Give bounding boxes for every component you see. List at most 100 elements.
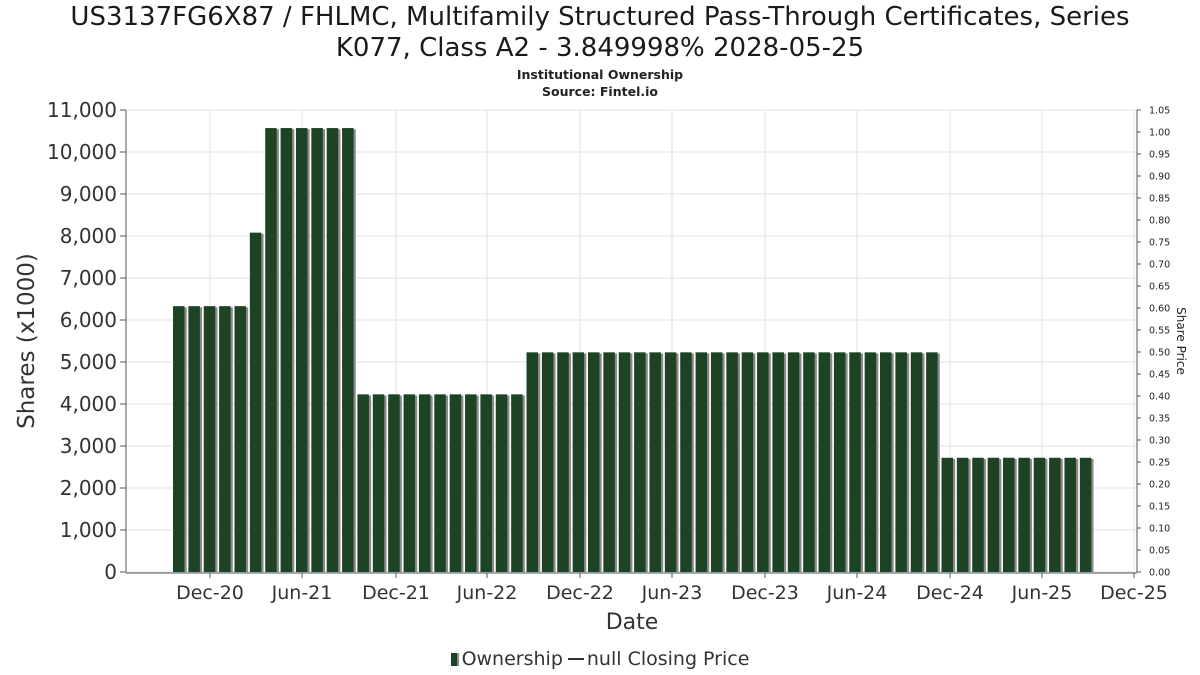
ownership-bar xyxy=(956,457,969,572)
ownership-bar xyxy=(326,128,339,572)
ownership-bar xyxy=(1018,457,1030,572)
price-legend-label: null Closing Price xyxy=(586,648,750,670)
ownership-bar xyxy=(895,352,907,572)
ownership-bar xyxy=(495,394,508,572)
y-tick-label: 0 xyxy=(104,560,117,584)
y2-tick-label: 0.65 xyxy=(1149,282,1170,293)
y-axis-title: Shares (x1000) xyxy=(14,253,40,429)
ownership-bar xyxy=(603,352,615,572)
x-tick-label: Dec-23 xyxy=(731,582,799,604)
ownership-bar xyxy=(280,128,293,572)
y2-tick-label: 0.45 xyxy=(1149,370,1170,381)
y2-tick-label: 0.15 xyxy=(1149,502,1170,513)
ownership-bar xyxy=(741,352,754,572)
y-tick-label: 7,000 xyxy=(60,266,117,290)
x-tick-label: Dec-25 xyxy=(1100,582,1168,604)
ownership-bar xyxy=(434,394,446,572)
ownership-bar xyxy=(234,306,246,572)
y-tick-label: 8,000 xyxy=(60,224,117,248)
ownership-bar xyxy=(849,352,861,572)
ownership-bar xyxy=(864,352,877,572)
ownership-bar xyxy=(265,128,277,572)
ownership-bar xyxy=(342,128,354,572)
x-tick-label: Jun-21 xyxy=(271,582,333,604)
ownership-bar xyxy=(1033,457,1046,572)
ownership-bar xyxy=(803,352,815,572)
ownership-bar xyxy=(1049,457,1061,572)
x-tick-label: Jun-22 xyxy=(456,582,518,604)
ownership-bar xyxy=(664,352,677,572)
y-tick-label: 9,000 xyxy=(60,182,117,206)
y2-tick-label: 0.10 xyxy=(1149,524,1170,535)
y2-tick-label: 0.50 xyxy=(1149,348,1170,359)
y-tick-label: 5,000 xyxy=(60,350,117,374)
ownership-bar xyxy=(372,394,385,572)
y2-tick-label: 0.95 xyxy=(1149,150,1170,161)
ownership-legend-label: Ownership xyxy=(461,648,563,670)
y2-tick-label: 0.60 xyxy=(1149,304,1170,315)
y-tick-label: 3,000 xyxy=(60,434,117,458)
y2-tick-label: 0.75 xyxy=(1149,238,1170,249)
y2-tick-label: 0.55 xyxy=(1149,326,1170,337)
y2-tick-label: 0.30 xyxy=(1149,436,1170,447)
chart-subtitle: Institutional Ownership xyxy=(516,67,684,82)
ownership-bar xyxy=(818,352,831,572)
ownership-bar xyxy=(526,352,539,572)
y2-tick-label: 1.00 xyxy=(1149,128,1170,139)
ownership-bar xyxy=(295,128,308,572)
ownership-bar xyxy=(634,352,646,572)
y2-tick-label: 0.35 xyxy=(1149,414,1170,425)
y2-tick-label: 0.70 xyxy=(1149,260,1170,271)
ownership-bar xyxy=(1079,457,1092,572)
ownership-bar xyxy=(418,394,431,572)
ownership-bar xyxy=(726,352,738,572)
ownership-bar xyxy=(787,352,800,572)
y2-tick-label: 0.05 xyxy=(1149,546,1170,557)
y-tick-label: 11,000 xyxy=(47,98,117,122)
ownership-bar xyxy=(1002,457,1015,572)
ownership-bar xyxy=(203,306,216,572)
ownership-bar xyxy=(880,352,892,572)
ownership-legend-swatch xyxy=(450,653,459,666)
price-legend-line xyxy=(567,658,584,660)
y-tick-label: 6,000 xyxy=(60,308,117,332)
ownership-bar xyxy=(403,394,416,572)
ownership-bar xyxy=(572,352,585,572)
x-tick-label: Dec-22 xyxy=(546,582,614,604)
ownership-bar xyxy=(465,394,477,572)
ownership-bar xyxy=(618,352,631,572)
ownership-bar xyxy=(173,306,185,572)
ownership-bar xyxy=(511,394,523,572)
x-tick-label: Jun-24 xyxy=(826,582,888,604)
ownership-bar xyxy=(480,394,492,572)
x-tick-label: Jun-23 xyxy=(641,582,703,604)
ownership-bar xyxy=(695,352,708,572)
ownership-bar xyxy=(541,352,554,572)
ownership-bar xyxy=(1064,457,1076,572)
y2-tick-label: 0.25 xyxy=(1149,458,1170,469)
y-tick-label: 1,000 xyxy=(60,518,117,542)
y2-tick-label: 0.40 xyxy=(1149,392,1170,403)
ownership-bar xyxy=(833,352,846,572)
y2-tick-label: 0.80 xyxy=(1149,216,1170,227)
ownership-bar xyxy=(680,352,692,572)
ownership-bar xyxy=(772,352,784,572)
ownership-bar xyxy=(219,306,231,572)
y-tick-label: 2,000 xyxy=(60,476,117,500)
chart-title-line-1: US3137FG6X87 / FHLMC, Multifamily Struct… xyxy=(70,2,1130,32)
y2-tick-label: 1.05 xyxy=(1149,106,1170,117)
ownership-bar xyxy=(188,306,200,572)
y-tick-label: 10,000 xyxy=(47,140,117,164)
ownership-bar xyxy=(357,394,369,572)
chart-source: Source: Fintel.io xyxy=(542,84,658,99)
y2-tick-label: 0.20 xyxy=(1149,480,1170,491)
ownership-bar xyxy=(757,352,769,572)
ownership-bar xyxy=(557,352,569,572)
y-tick-label: 4,000 xyxy=(60,392,117,416)
ownership-bar xyxy=(249,232,262,572)
ownership-bar xyxy=(388,394,400,572)
y2-axis-title: Share Price xyxy=(1174,307,1188,375)
ownership-bar xyxy=(910,352,923,572)
ownership-bar xyxy=(987,457,1000,572)
